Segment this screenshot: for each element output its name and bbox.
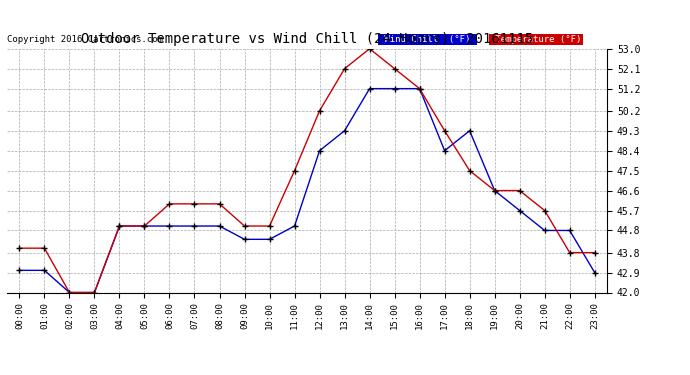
Text: Wind Chill  (°F): Wind Chill (°F) [379, 35, 476, 44]
Text: Temperature (°F): Temperature (°F) [490, 35, 582, 44]
Title: Outdoor Temperature vs Wind Chill (24 Hours)  20161115: Outdoor Temperature vs Wind Chill (24 Ho… [81, 32, 533, 46]
Text: Copyright 2016 Cartronics.com: Copyright 2016 Cartronics.com [7, 35, 163, 44]
